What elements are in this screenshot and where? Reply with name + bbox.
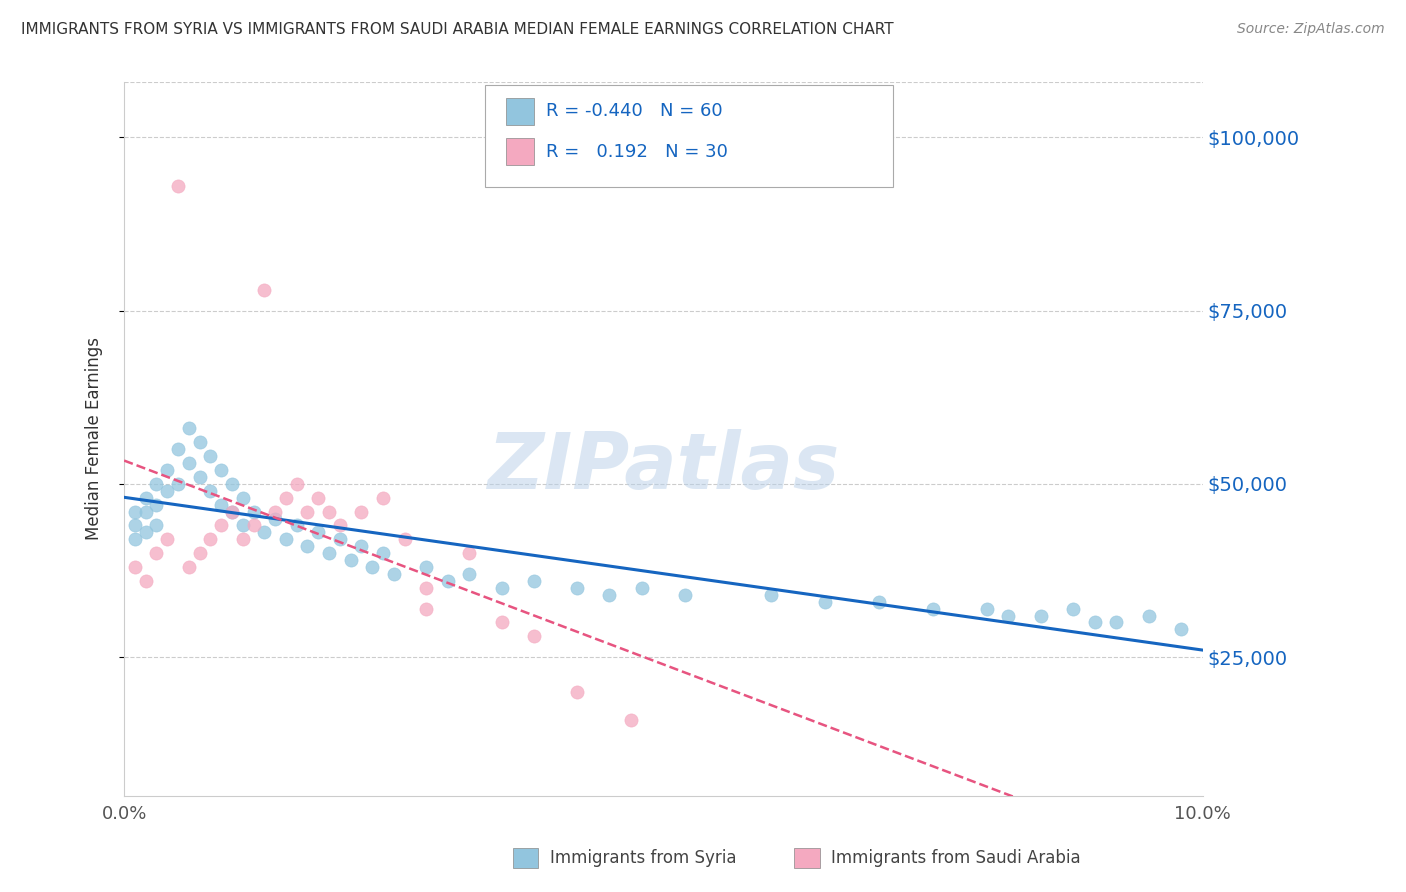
- Point: [523, 629, 546, 643]
- Point: [382, 566, 405, 581]
- Point: [221, 505, 243, 519]
- Point: [415, 581, 437, 595]
- Point: [253, 525, 276, 540]
- Point: [177, 421, 200, 435]
- Point: [394, 533, 416, 547]
- Point: [761, 588, 783, 602]
- Point: [329, 533, 352, 547]
- Point: [1062, 601, 1084, 615]
- Point: [673, 588, 696, 602]
- Point: [318, 505, 340, 519]
- Point: [297, 505, 319, 519]
- Point: [156, 483, 179, 498]
- Point: [156, 463, 179, 477]
- Point: [329, 518, 352, 533]
- Point: [209, 518, 232, 533]
- Point: [209, 498, 232, 512]
- Point: [297, 539, 319, 553]
- Point: [285, 518, 308, 533]
- Point: [156, 533, 179, 547]
- Point: [145, 518, 167, 533]
- Point: [124, 505, 146, 519]
- Point: [188, 435, 211, 450]
- Point: [135, 491, 157, 505]
- Point: [1105, 615, 1128, 630]
- Text: R = -0.440   N = 60: R = -0.440 N = 60: [546, 103, 723, 120]
- Point: [565, 581, 588, 595]
- Point: [814, 595, 837, 609]
- Point: [221, 476, 243, 491]
- Point: [253, 283, 276, 297]
- Point: [232, 533, 254, 547]
- Point: [1137, 608, 1160, 623]
- Point: [307, 491, 329, 505]
- Point: [145, 476, 167, 491]
- Point: [124, 518, 146, 533]
- Point: [620, 713, 643, 727]
- Point: [274, 491, 297, 505]
- Y-axis label: Median Female Earnings: Median Female Earnings: [86, 337, 103, 541]
- Point: [976, 601, 998, 615]
- Text: R =   0.192   N = 30: R = 0.192 N = 30: [546, 143, 727, 161]
- Point: [242, 505, 264, 519]
- Point: [523, 574, 546, 588]
- Point: [274, 533, 297, 547]
- Point: [1170, 623, 1192, 637]
- Point: [285, 476, 308, 491]
- Point: [167, 178, 190, 193]
- Point: [361, 560, 384, 574]
- Point: [307, 525, 329, 540]
- Point: [339, 553, 361, 567]
- Point: [1084, 615, 1107, 630]
- Point: [177, 456, 200, 470]
- Point: [1029, 608, 1052, 623]
- Point: [135, 525, 157, 540]
- Point: [318, 546, 340, 560]
- Point: [200, 533, 222, 547]
- Point: [922, 601, 945, 615]
- Point: [458, 566, 481, 581]
- Point: [232, 491, 254, 505]
- Point: [145, 498, 167, 512]
- Point: [491, 581, 513, 595]
- Point: [135, 505, 157, 519]
- Point: [458, 546, 481, 560]
- Point: [350, 539, 373, 553]
- Point: [565, 685, 588, 699]
- Point: [124, 533, 146, 547]
- Point: [167, 442, 190, 457]
- Text: Source: ZipAtlas.com: Source: ZipAtlas.com: [1237, 22, 1385, 37]
- Text: ZIPatlas: ZIPatlas: [488, 429, 839, 506]
- Text: IMMIGRANTS FROM SYRIA VS IMMIGRANTS FROM SAUDI ARABIA MEDIAN FEMALE EARNINGS COR: IMMIGRANTS FROM SYRIA VS IMMIGRANTS FROM…: [21, 22, 894, 37]
- Point: [145, 546, 167, 560]
- Point: [167, 476, 190, 491]
- Point: [436, 574, 458, 588]
- Point: [209, 463, 232, 477]
- Point: [415, 560, 437, 574]
- Point: [350, 505, 373, 519]
- Point: [188, 546, 211, 560]
- Point: [868, 595, 890, 609]
- Point: [242, 518, 264, 533]
- Point: [232, 518, 254, 533]
- Point: [177, 560, 200, 574]
- Point: [135, 574, 157, 588]
- Point: [124, 560, 146, 574]
- Point: [264, 511, 287, 525]
- Point: [371, 491, 394, 505]
- Point: [371, 546, 394, 560]
- Point: [598, 588, 620, 602]
- Point: [221, 505, 243, 519]
- Point: [188, 470, 211, 484]
- Text: Immigrants from Syria: Immigrants from Syria: [550, 849, 737, 867]
- Point: [997, 608, 1019, 623]
- Point: [630, 581, 652, 595]
- Point: [264, 505, 287, 519]
- Text: Immigrants from Saudi Arabia: Immigrants from Saudi Arabia: [831, 849, 1081, 867]
- Point: [415, 601, 437, 615]
- Point: [200, 483, 222, 498]
- Point: [491, 615, 513, 630]
- Point: [200, 449, 222, 463]
